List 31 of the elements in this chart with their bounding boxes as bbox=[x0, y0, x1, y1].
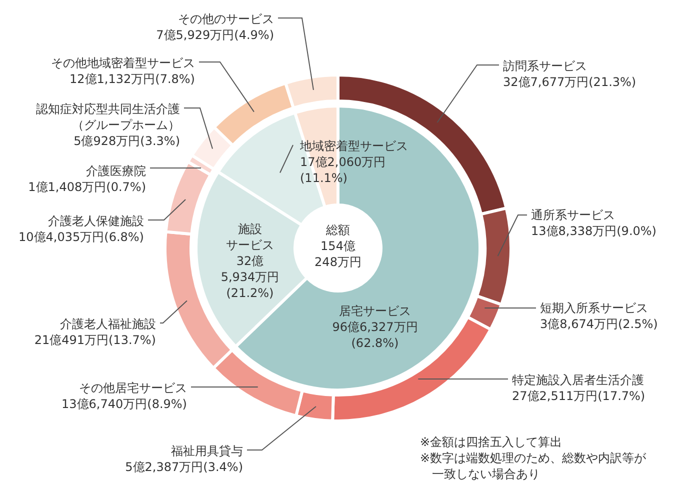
slice-label: 居宅サービス bbox=[339, 304, 411, 318]
slice-label: 短期入所系サービス bbox=[540, 301, 648, 315]
data-label: 21億491万円(13.7%) bbox=[34, 333, 156, 347]
data-label: 1億1,408万円(0.7%) bbox=[28, 180, 146, 194]
slice-label: その他地域密着型サービス bbox=[51, 56, 195, 70]
data-label: 96億6,327万円(62.8%) bbox=[332, 320, 418, 350]
data-label: 7億5,929万円(4.9%) bbox=[156, 28, 274, 42]
slice-label: 福祉用具貸与 bbox=[171, 444, 243, 458]
data-label: 12億1,132万円(7.8%) bbox=[70, 72, 195, 86]
slice-label: 介護医療院 bbox=[86, 164, 146, 178]
slice-label: 通所系サービス bbox=[531, 208, 615, 222]
data-label: 13億6,740万円(8.9%) bbox=[62, 397, 187, 411]
data-label: 5億928万円(3.3%) bbox=[74, 134, 180, 148]
data-label: 32億5,934万円(21.2%) bbox=[220, 254, 280, 300]
data-label: 10億4,035万円(6.8%) bbox=[18, 230, 144, 244]
data-label: 3億8,674万円(2.5%) bbox=[540, 317, 658, 331]
slice-label: 介護老人保健施設 bbox=[48, 214, 144, 228]
text: ※金額は四捨五入して算出 bbox=[420, 435, 562, 449]
slice-label: その他のサービス bbox=[178, 12, 274, 26]
data-label: 32億7,677万円(21.3%) bbox=[503, 75, 636, 89]
data-label: 13億8,338万円(9.0%) bbox=[531, 224, 656, 238]
slice-label: 訪問系サービス bbox=[503, 59, 587, 73]
slice-label: 施設サービス bbox=[226, 222, 274, 252]
data-label: 5億2,387万円(3.4%) bbox=[125, 460, 243, 474]
slice-label: その他居宅サービス bbox=[79, 381, 187, 395]
text: 総額154億248万円 bbox=[314, 223, 362, 269]
slice-label: 特定施設入居者生活介護 bbox=[512, 373, 644, 387]
data-label: 27億2,511万円(17.7%) bbox=[512, 389, 646, 403]
text: ※数字は端数処理のため、総数や内訳等が一致しない場合あり bbox=[420, 451, 648, 481]
slice-label: 認知症対応型共同生活介護（グループホーム） bbox=[36, 102, 180, 132]
slice-label: 介護老人福祉施設 bbox=[60, 317, 156, 331]
